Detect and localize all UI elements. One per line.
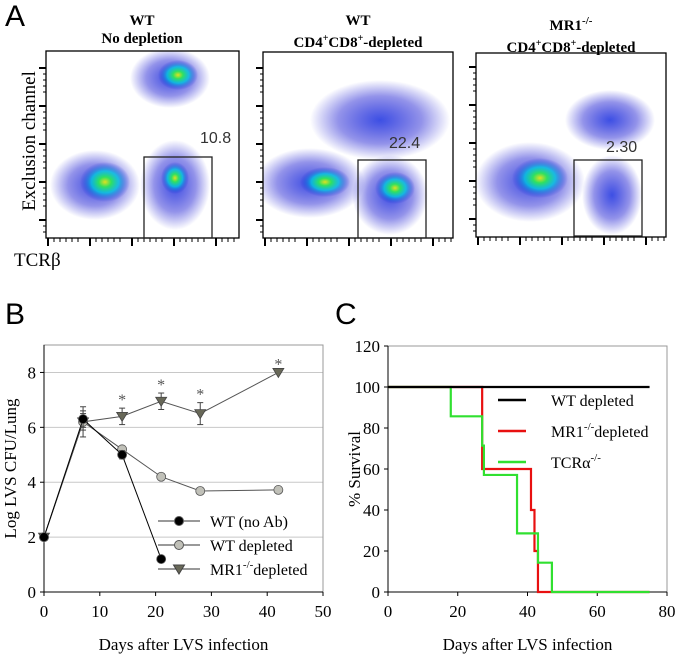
series-line: [43, 421, 279, 538]
panel-label-c: C: [335, 298, 357, 331]
x-tick-label: 20: [147, 602, 164, 621]
x-tick-label: 50: [315, 602, 332, 621]
x-tick-label: 0: [384, 602, 393, 621]
flow-title-1: WT No depletion: [22, 12, 262, 48]
flow-density-cloud: [582, 155, 642, 235]
flow-density-cloud: [158, 60, 198, 90]
y-tick-label: 4: [28, 473, 37, 492]
flow-density-3: [476, 90, 655, 235]
series-line: [43, 418, 162, 560]
y-tick-label: 60: [363, 460, 380, 479]
y-tick-label: 8: [28, 363, 37, 382]
y-tick-label: 6: [28, 418, 37, 437]
data-point: [156, 471, 167, 482]
y-axis-label: Log LVS CFU/Lung: [1, 398, 20, 539]
legend-marker: [172, 564, 186, 575]
y-tick-label: 20: [363, 542, 380, 561]
data-point: [272, 368, 285, 379]
y-tick-label: 40: [363, 501, 380, 520]
legend-marker: [174, 540, 184, 550]
data-point: [156, 554, 167, 564]
flow-density-cloud: [375, 172, 415, 204]
flow-title-3-line2: CD4+CD8+-depleted: [506, 38, 636, 56]
significance-marker: *: [196, 387, 204, 404]
data-point: [195, 486, 206, 496]
x-tick-label: 60: [589, 602, 606, 621]
x-tick-label: 20: [449, 602, 466, 621]
flow-plot-2: 22.4: [256, 51, 454, 246]
x-axis-label: Days after LVS infection: [99, 635, 269, 654]
x-tick-label: 0: [40, 602, 49, 621]
flow-density-1: [50, 51, 210, 230]
flow-title-2-line2: CD4+CD8+-depleted: [293, 33, 423, 51]
data-point: [115, 411, 129, 423]
x-tick-label: 40: [259, 602, 276, 621]
data-point: [273, 485, 284, 495]
flow-plots: 10.8 22.4 2.30: [39, 50, 667, 246]
chart-c: 0 20 40 60 80 100 120 0 20 40 60 80 Days after LVS i…: [345, 337, 676, 654]
data-point: [154, 396, 168, 408]
y-tick-label: 100: [355, 378, 381, 397]
flow-title-2-line1: WT: [345, 13, 371, 29]
flow-density-cloud: [161, 162, 189, 194]
flow-density-cloud: [80, 162, 130, 202]
flow-density-2: [263, 80, 450, 235]
x-tick-label: 40: [519, 602, 536, 621]
legend-label: MR1-/-depleted: [210, 559, 308, 579]
flow-gate: [573, 159, 643, 237]
significance-marker: *: [157, 377, 165, 394]
survival-curve-2: [388, 385, 650, 594]
y-tick-label: 2: [28, 528, 37, 547]
x-tick-label: 10: [91, 602, 108, 621]
y-axis-label: % Survival: [345, 431, 364, 507]
flow-title-1-line2: No depletion: [101, 31, 183, 47]
x-tick-label: 80: [659, 602, 676, 621]
flow-plot-3: 2.30: [469, 52, 667, 245]
flow-gate-value: 22.4: [389, 135, 420, 152]
legend-label: WT depleted: [551, 393, 634, 410]
y-tick-label: 0: [28, 583, 37, 602]
data-point: [78, 414, 88, 424]
data-point: [194, 409, 207, 420]
flow-gate: [357, 159, 427, 239]
flow-density-cloud: [512, 158, 568, 198]
flow-gate-value: 10.8: [200, 130, 231, 147]
x-axis-label: Days after LVS infection: [443, 635, 613, 654]
flow-xlabel: TCRβ: [14, 250, 61, 271]
series-0: [39, 410, 167, 564]
significance-marker: *: [274, 356, 282, 373]
flow-density-cloud: [310, 80, 450, 160]
significance-marker: *: [118, 392, 126, 409]
flow-title-3-line1: MR1-/-: [549, 15, 593, 34]
x-tick-label: 30: [203, 602, 220, 621]
flow-gate-value: 2.30: [606, 139, 637, 156]
panel-label-a: A: [5, 0, 26, 33]
survival-curve-1: [388, 385, 650, 594]
y-tick-label: 80: [363, 419, 380, 438]
flow-density-cloud: [565, 90, 655, 150]
legend-marker: [174, 516, 184, 526]
flow-title-3: MR1-/- CD4+CD8+-depleted: [451, 12, 678, 57]
flow-title-1-line1: WT: [129, 13, 155, 29]
flow-plot-1: 10.8: [39, 50, 240, 246]
y-tick-label: 0: [372, 583, 381, 602]
data-point: [117, 449, 128, 460]
flow-title-2: WT CD4+CD8+-depleted: [238, 12, 478, 52]
legend-label: WT depleted: [210, 538, 293, 555]
panel-label-b: B: [5, 298, 26, 331]
flow-gate: [143, 156, 213, 239]
flow-density-cloud: [300, 167, 350, 197]
legend-label: WT (no Ab): [210, 514, 288, 531]
flow-plot-frame: [475, 52, 667, 238]
legend-label: TCRα-/-: [551, 452, 601, 472]
y-tick-label: 120: [355, 337, 381, 356]
data-point: [39, 532, 49, 543]
legend-label: MR1-/-depleted: [551, 421, 649, 441]
chart-b: 0 2 4 6 8 0 10 20 30 40 50 Days after LVS infection…: [1, 344, 332, 654]
